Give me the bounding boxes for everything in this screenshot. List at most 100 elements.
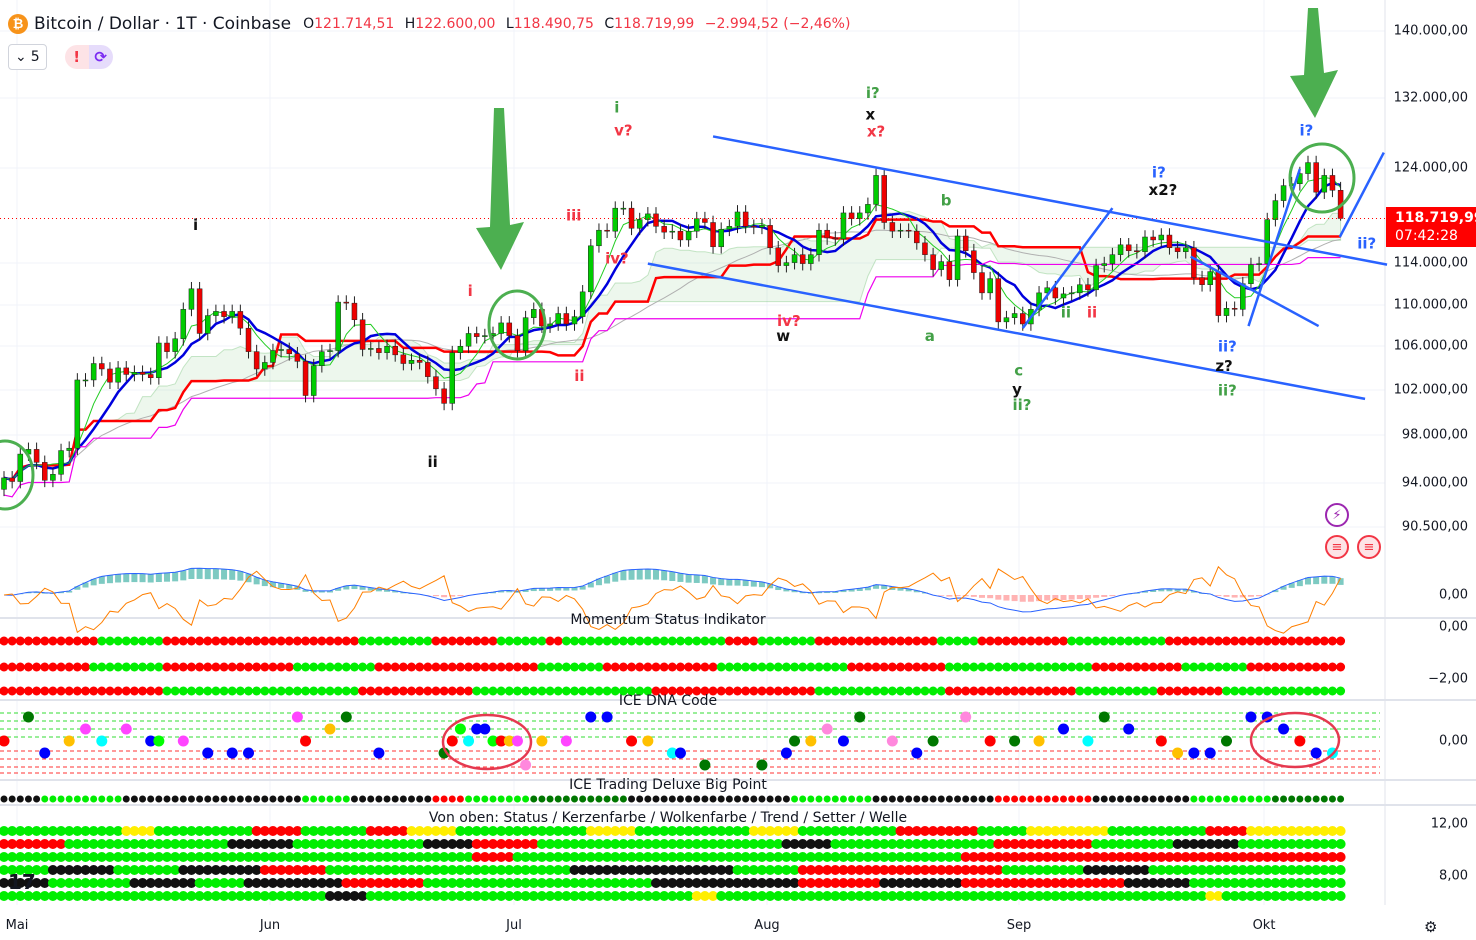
exclamation-icon[interactable]: !: [64, 45, 89, 69]
alert-status[interactable]: ! ⟳: [64, 45, 113, 69]
status-dot: [667, 878, 678, 888]
tradingview-logo[interactable]: 17: [8, 870, 36, 894]
status-dot: [724, 839, 735, 849]
status-dot: [716, 852, 727, 862]
status-dot: [276, 878, 287, 888]
status-dot: [406, 826, 417, 836]
magenta-line: [3, 256, 1341, 498]
momentum-dot: [838, 636, 848, 646]
oscillator-bar: [612, 572, 619, 582]
candle-down: [1020, 313, 1026, 325]
symbol-title[interactable]: Bitcoin / Dollar · 1T · Coinbase: [34, 14, 292, 34]
momentum-dot: [1238, 662, 1248, 672]
status-dot: [1327, 826, 1338, 836]
status-dot: [406, 878, 417, 888]
down-arrow-annotation: [476, 108, 524, 270]
status-dot: [765, 852, 776, 862]
status-dot: [96, 878, 107, 888]
us-flag-event-icon[interactable]: ≡: [1357, 535, 1381, 559]
status-dot: [928, 865, 939, 875]
status-dot: [887, 826, 898, 836]
status-dot: [1294, 878, 1305, 888]
momentum-dot: [610, 636, 620, 646]
status-dot: [373, 852, 384, 862]
bigpoint-dot: [1263, 795, 1271, 803]
bigpoint-dot: [1011, 795, 1019, 803]
momentum-dot: [113, 662, 123, 672]
status-dot: [145, 878, 156, 888]
dna-dot: [1058, 723, 1069, 735]
symbol-header[interactable]: ₿ Bitcoin / Dollar · 1T · Coinbase O121.…: [8, 14, 856, 34]
momentum-dot: [1050, 686, 1060, 696]
status-dot: [496, 852, 507, 862]
lightning-event-icon[interactable]: ⚡: [1325, 503, 1349, 527]
momentum-dot: [1107, 662, 1117, 672]
status-dot: [382, 891, 393, 901]
momentum-dot: [977, 662, 987, 672]
candle-down: [1125, 244, 1132, 251]
status-dot: [178, 865, 189, 875]
status-dot: [781, 826, 792, 836]
status-dot: [1229, 878, 1240, 888]
status-dot: [23, 878, 34, 888]
status-dot: [765, 878, 776, 888]
status-dot: [879, 839, 890, 849]
settings-gear-icon[interactable]: ⚙: [1424, 918, 1438, 936]
status-dot: [373, 826, 384, 836]
oscillator-bar: [1231, 595, 1238, 598]
status-dot: [691, 878, 702, 888]
status-dot: [618, 826, 629, 836]
oscillator-bar: [392, 590, 399, 593]
candle-up: [669, 230, 676, 233]
refresh-icon[interactable]: ⟳: [88, 45, 113, 69]
momentum-dot: [1059, 686, 1068, 696]
status-dot: [1278, 891, 1289, 901]
us-flag-event-icon[interactable]: ≡: [1325, 535, 1349, 559]
oscillator-bar: [1027, 595, 1034, 602]
momentum-dot: [667, 686, 677, 696]
oscillator-bar: [115, 574, 122, 583]
status-dot: [325, 839, 335, 849]
status-dot: [1131, 839, 1142, 849]
highlight-circle: [487, 289, 547, 361]
oscillator-bar: [1084, 595, 1091, 599]
oscillator-bar: [1313, 576, 1320, 585]
oscillator-bar: [726, 579, 733, 586]
status-dot: [879, 865, 890, 875]
dna-dot: [1221, 735, 1232, 747]
bigpoint-dot: [90, 795, 98, 803]
status-dot: [740, 826, 751, 836]
status-dot: [928, 852, 939, 862]
status-dot: [479, 852, 490, 862]
status-dot: [194, 878, 205, 888]
status-dot: [659, 878, 670, 888]
status-dot: [1034, 865, 1045, 875]
status-dot: [911, 865, 922, 875]
momentum-dot: [309, 662, 319, 672]
bigpoint-dot: [685, 795, 693, 803]
status-dot: [1311, 891, 1322, 901]
status-dot: [683, 852, 694, 862]
status-dot: [748, 865, 759, 875]
status-legend: Von oben: Status / Kerzenfarbe / Wolkenf…: [429, 810, 907, 826]
oscillator-bar: [832, 591, 839, 594]
momentum-dot: [847, 686, 857, 696]
status-dot: [919, 891, 930, 901]
status-dot: [439, 826, 450, 836]
status-dot: [1148, 865, 1159, 875]
candle-up: [1101, 263, 1107, 266]
status-dot: [903, 839, 914, 849]
status-dot: [31, 852, 42, 862]
indicators-toggle-button[interactable]: ⌄ 5: [8, 44, 47, 70]
momentum-dot: [586, 662, 596, 672]
momentum-dot: [1018, 636, 1028, 646]
status-dot: [1180, 891, 1191, 901]
open-value: 121.714,51: [314, 16, 395, 32]
momentum-dot: [349, 662, 359, 672]
green-average-line: [3, 176, 1341, 481]
momentum-dot: [146, 636, 156, 646]
status-dot: [64, 878, 75, 888]
momentum-dot: [1230, 662, 1240, 672]
status-dot: [675, 826, 686, 836]
